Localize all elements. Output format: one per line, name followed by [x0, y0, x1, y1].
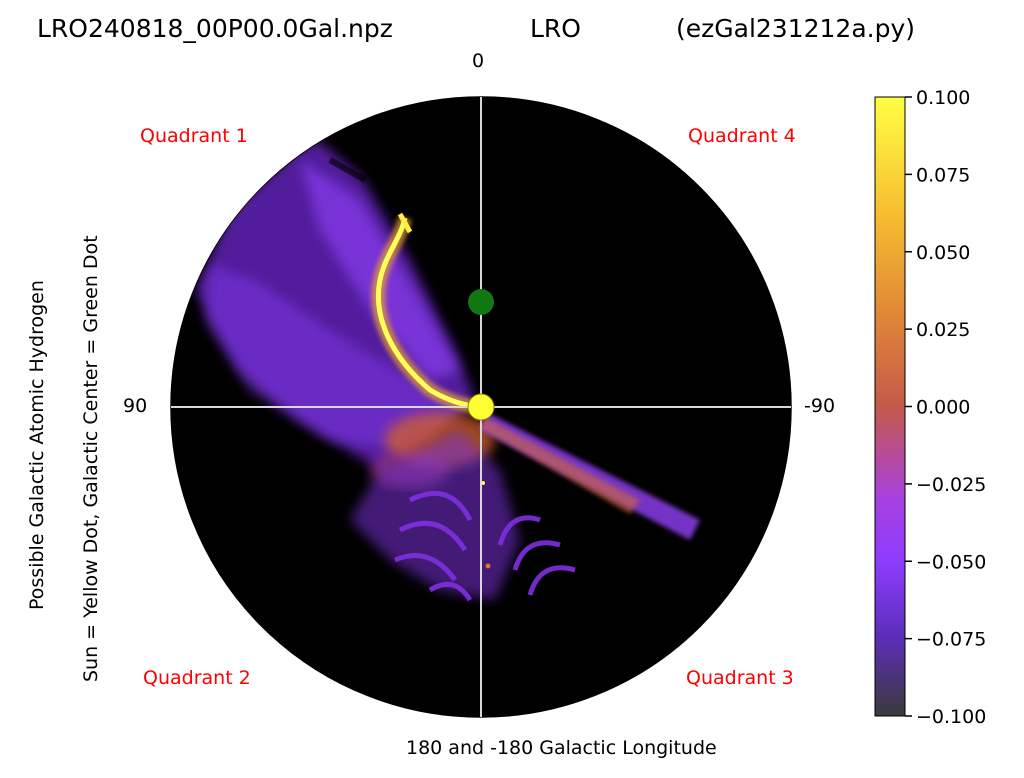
angle-label-bottom: 180 and -180 Galactic Longitude: [406, 737, 717, 759]
colorbar-tick-label: 0.100: [916, 87, 970, 109]
colorbar-tick-label: −0.100: [916, 706, 986, 728]
angle-label-right: -90: [804, 395, 836, 417]
colorbar: [874, 96, 906, 717]
hydrogen-heatmap: [195, 140, 700, 602]
galactic-center-dot: [468, 289, 494, 315]
colorbar-ticks: 0.100 0.075 0.050 0.025 0.000 −0.025 −0.050 −0.…: [905, 87, 986, 728]
chart-title-file: LRO240818_00P00.0Gal.npz: [37, 14, 393, 43]
colorbar-tick-label: 0.050: [916, 242, 970, 264]
colorbar-tick-label: −0.075: [916, 629, 986, 651]
colorbar-tick-label: 0.025: [916, 319, 970, 341]
colorbar-tick-label: −0.025: [916, 474, 986, 496]
colorbar-tick-label: −0.050: [916, 551, 986, 573]
sun-dot: [467, 393, 495, 421]
angle-label-left: 90: [123, 395, 148, 417]
quadrant-1-label: Quadrant 1: [140, 125, 248, 147]
quadrant-3-label: Quadrant 3: [686, 667, 794, 689]
quadrant-4-label: Quadrant 4: [688, 125, 796, 147]
chart-title-station: LRO: [530, 14, 581, 43]
colorbar-tick-label: 0.000: [916, 397, 970, 419]
chart-title-script: (ezGal231212a.py): [676, 14, 916, 43]
angle-label-top: 0: [472, 50, 485, 72]
quadrant-2-label: Quadrant 2: [143, 667, 251, 689]
colorbar-tick-label: 0.075: [916, 164, 970, 186]
